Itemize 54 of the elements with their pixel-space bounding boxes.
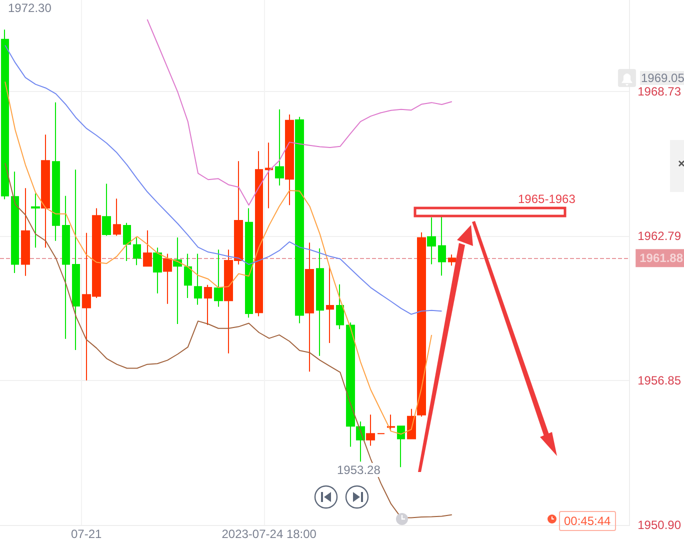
- candlestick: [366, 414, 375, 446]
- candlestick: [245, 208, 253, 318]
- candlestick: [407, 408, 416, 440]
- candlestick: [417, 232, 426, 418]
- candlestick: [194, 253, 202, 306]
- candlestick: [102, 183, 111, 236]
- candlestick: [143, 230, 152, 267]
- candlestick: [133, 236, 141, 266]
- candlestick: [448, 254, 456, 266]
- candlestick: [427, 217, 436, 265]
- annotation: 1972.30: [8, 1, 52, 15]
- line-series: [4, 81, 432, 435]
- candlestick: [62, 195, 70, 340]
- candlestick: [255, 150, 263, 317]
- text: 1969.05: [640, 71, 684, 85]
- candlestick: [346, 322, 355, 448]
- candlestick: [163, 253, 172, 304]
- candlestick: [265, 142, 273, 209]
- candlestick: [173, 236, 182, 324]
- candlestick: [113, 198, 121, 236]
- candlestick: [397, 426, 405, 468]
- annotation: 1953.28: [336, 463, 382, 477]
- candlestick: [295, 116, 304, 324]
- candlestick: [336, 284, 344, 330]
- candlestick: [438, 216, 446, 276]
- line-series: [146, 18, 452, 206]
- candlestick: [275, 108, 284, 186]
- annotation: 1965-1963: [518, 192, 576, 206]
- y-tick-label: 1956.85: [638, 373, 682, 388]
- candlestick: [1, 29, 9, 200]
- candlestick: [52, 102, 60, 242]
- candlestick: [72, 169, 80, 350]
- candlestick: [387, 414, 395, 432]
- candlestick: [305, 242, 314, 372]
- x-tick-label: 2023-07-24 18:00: [222, 527, 317, 541]
- candlestick: [123, 222, 131, 262]
- candlestick: [316, 248, 324, 356]
- y-tick-label: 1950.90: [638, 518, 682, 532]
- candlestick: [21, 188, 30, 276]
- x-tick-label: 07-21: [70, 527, 102, 541]
- candlestick: [214, 249, 223, 308]
- candlestick: [326, 265, 334, 344]
- candlestick: [184, 253, 192, 298]
- y-tick-label: 1968.73: [638, 84, 682, 99]
- candlestick: [41, 134, 50, 248]
- annotation: 00:45:44: [559, 511, 616, 531]
- line-series: [4, 44, 442, 315]
- candlestick: [31, 192, 40, 248]
- candlestick: [204, 284, 212, 326]
- y-tick-label: 1962.79: [638, 229, 682, 244]
- candlestick: [153, 247, 162, 294]
- candlestick: [285, 114, 294, 206]
- ref-line-label: 1961.88: [640, 251, 684, 266]
- candlestick: [11, 171, 19, 274]
